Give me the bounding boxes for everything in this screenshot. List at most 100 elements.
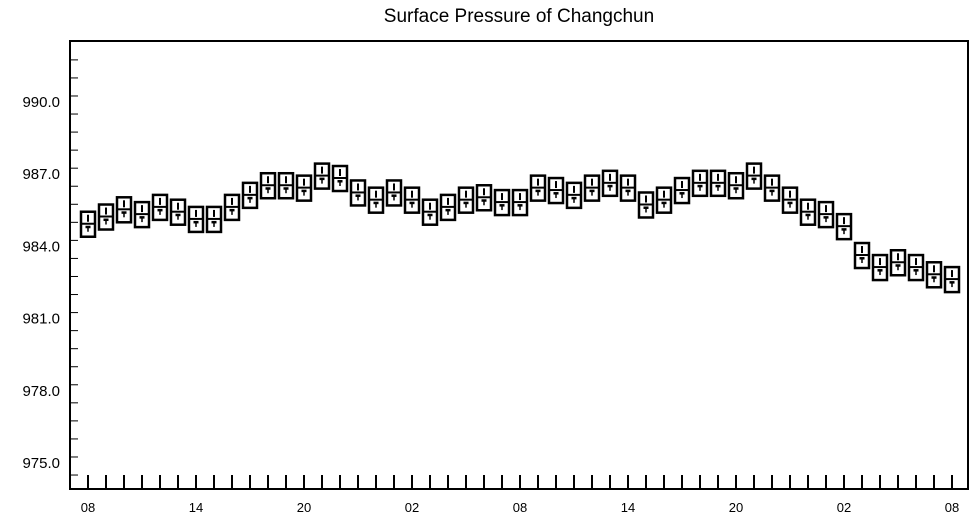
data-point xyxy=(205,205,223,234)
data-point xyxy=(763,174,781,202)
marker-cap xyxy=(103,218,109,222)
data-point xyxy=(313,162,331,190)
marker-cap xyxy=(805,213,811,217)
data-point xyxy=(619,174,637,202)
data-point xyxy=(187,205,205,234)
marker-cap xyxy=(445,208,451,212)
y-tick-label: 981.0 xyxy=(22,311,60,328)
marker-cap xyxy=(535,189,541,193)
data-point xyxy=(943,265,961,294)
marker-cap xyxy=(481,199,487,202)
data-point xyxy=(439,193,457,222)
data-point xyxy=(871,253,889,282)
marker-cap xyxy=(625,189,631,193)
marker-cap xyxy=(769,189,775,193)
marker-cap xyxy=(85,225,91,229)
data-point xyxy=(241,181,259,210)
marker-cap xyxy=(787,201,793,205)
plot-frame xyxy=(69,40,969,490)
data-point xyxy=(331,164,349,193)
y-tick-label: 984.0 xyxy=(22,238,60,255)
data-point xyxy=(421,198,439,226)
marker-cap xyxy=(337,180,343,183)
y-tick-label: 978.0 xyxy=(22,383,60,400)
data-point xyxy=(151,193,169,222)
marker-cap xyxy=(211,220,217,224)
data-point xyxy=(799,198,817,226)
data-point xyxy=(835,212,853,241)
data-point xyxy=(565,181,583,210)
marker-cap xyxy=(553,192,559,195)
data-point xyxy=(925,261,943,289)
x-tick-label: 14 xyxy=(621,500,635,515)
marker-cap xyxy=(949,281,955,284)
data-point xyxy=(223,193,241,222)
marker-cap xyxy=(391,194,397,197)
marker-cap xyxy=(643,206,649,209)
y-tick-label: 990.0 xyxy=(22,94,60,111)
data-point xyxy=(79,210,97,238)
chart-title: Surface Pressure of Changchun xyxy=(384,6,654,27)
marker-cap xyxy=(229,208,235,212)
data-point xyxy=(457,186,475,214)
marker-cap xyxy=(193,220,199,224)
x-tick-label: 08 xyxy=(945,500,959,515)
data-point xyxy=(115,196,133,224)
marker-cap xyxy=(859,257,865,260)
data-point xyxy=(169,198,187,226)
data-point xyxy=(781,186,799,214)
marker-cap xyxy=(355,194,361,197)
data-point xyxy=(133,200,151,229)
data-point xyxy=(475,184,493,212)
data-point xyxy=(511,188,529,217)
x-tick-label: 20 xyxy=(729,500,743,515)
data-point xyxy=(691,169,709,198)
data-point xyxy=(547,176,565,205)
marker-cap xyxy=(877,269,883,272)
data-point xyxy=(277,171,295,200)
data-point xyxy=(97,203,115,231)
marker-cap xyxy=(409,201,415,205)
data-point xyxy=(637,191,655,219)
marker-cap xyxy=(697,184,703,188)
marker-cap xyxy=(931,276,937,279)
x-tick-label: 02 xyxy=(405,500,419,515)
marker-cap xyxy=(265,187,271,190)
marker-cap xyxy=(499,204,505,207)
data-point xyxy=(385,179,403,207)
marker-cap xyxy=(247,196,253,200)
x-tick-label: 14 xyxy=(189,500,203,515)
marker-cap xyxy=(751,177,757,181)
marker-cap xyxy=(319,177,325,181)
data-point xyxy=(583,174,601,202)
x-axis: 08 14 20 02 08 14 20 02 08 xyxy=(81,475,959,515)
marker-cap xyxy=(427,213,433,217)
marker-cap xyxy=(139,216,145,219)
marker-cap xyxy=(175,213,181,217)
marker-cap xyxy=(733,187,739,190)
data-point xyxy=(403,186,421,214)
data-point xyxy=(673,176,691,205)
marker-cap xyxy=(157,208,163,212)
y-tick-label: 975.0 xyxy=(22,455,60,472)
data-markers xyxy=(79,162,961,294)
x-tick-label: 02 xyxy=(837,500,851,515)
data-point xyxy=(493,188,511,217)
marker-cap xyxy=(121,211,127,214)
y-axis: 975.0 978.0 981.0 984.0 987.0 990.0 xyxy=(22,59,78,476)
marker-cap xyxy=(373,201,379,205)
data-point xyxy=(907,253,925,282)
data-point xyxy=(655,186,673,214)
marker-cap xyxy=(841,228,847,231)
data-point xyxy=(709,169,727,198)
marker-cap xyxy=(301,189,307,193)
data-point xyxy=(529,174,547,202)
data-point xyxy=(817,200,835,229)
y-tick-label: 987.0 xyxy=(22,166,60,183)
data-point xyxy=(367,186,385,214)
data-point xyxy=(259,171,277,200)
x-tick-label: 08 xyxy=(513,500,527,515)
marker-cap xyxy=(913,269,919,272)
data-point xyxy=(727,171,745,200)
